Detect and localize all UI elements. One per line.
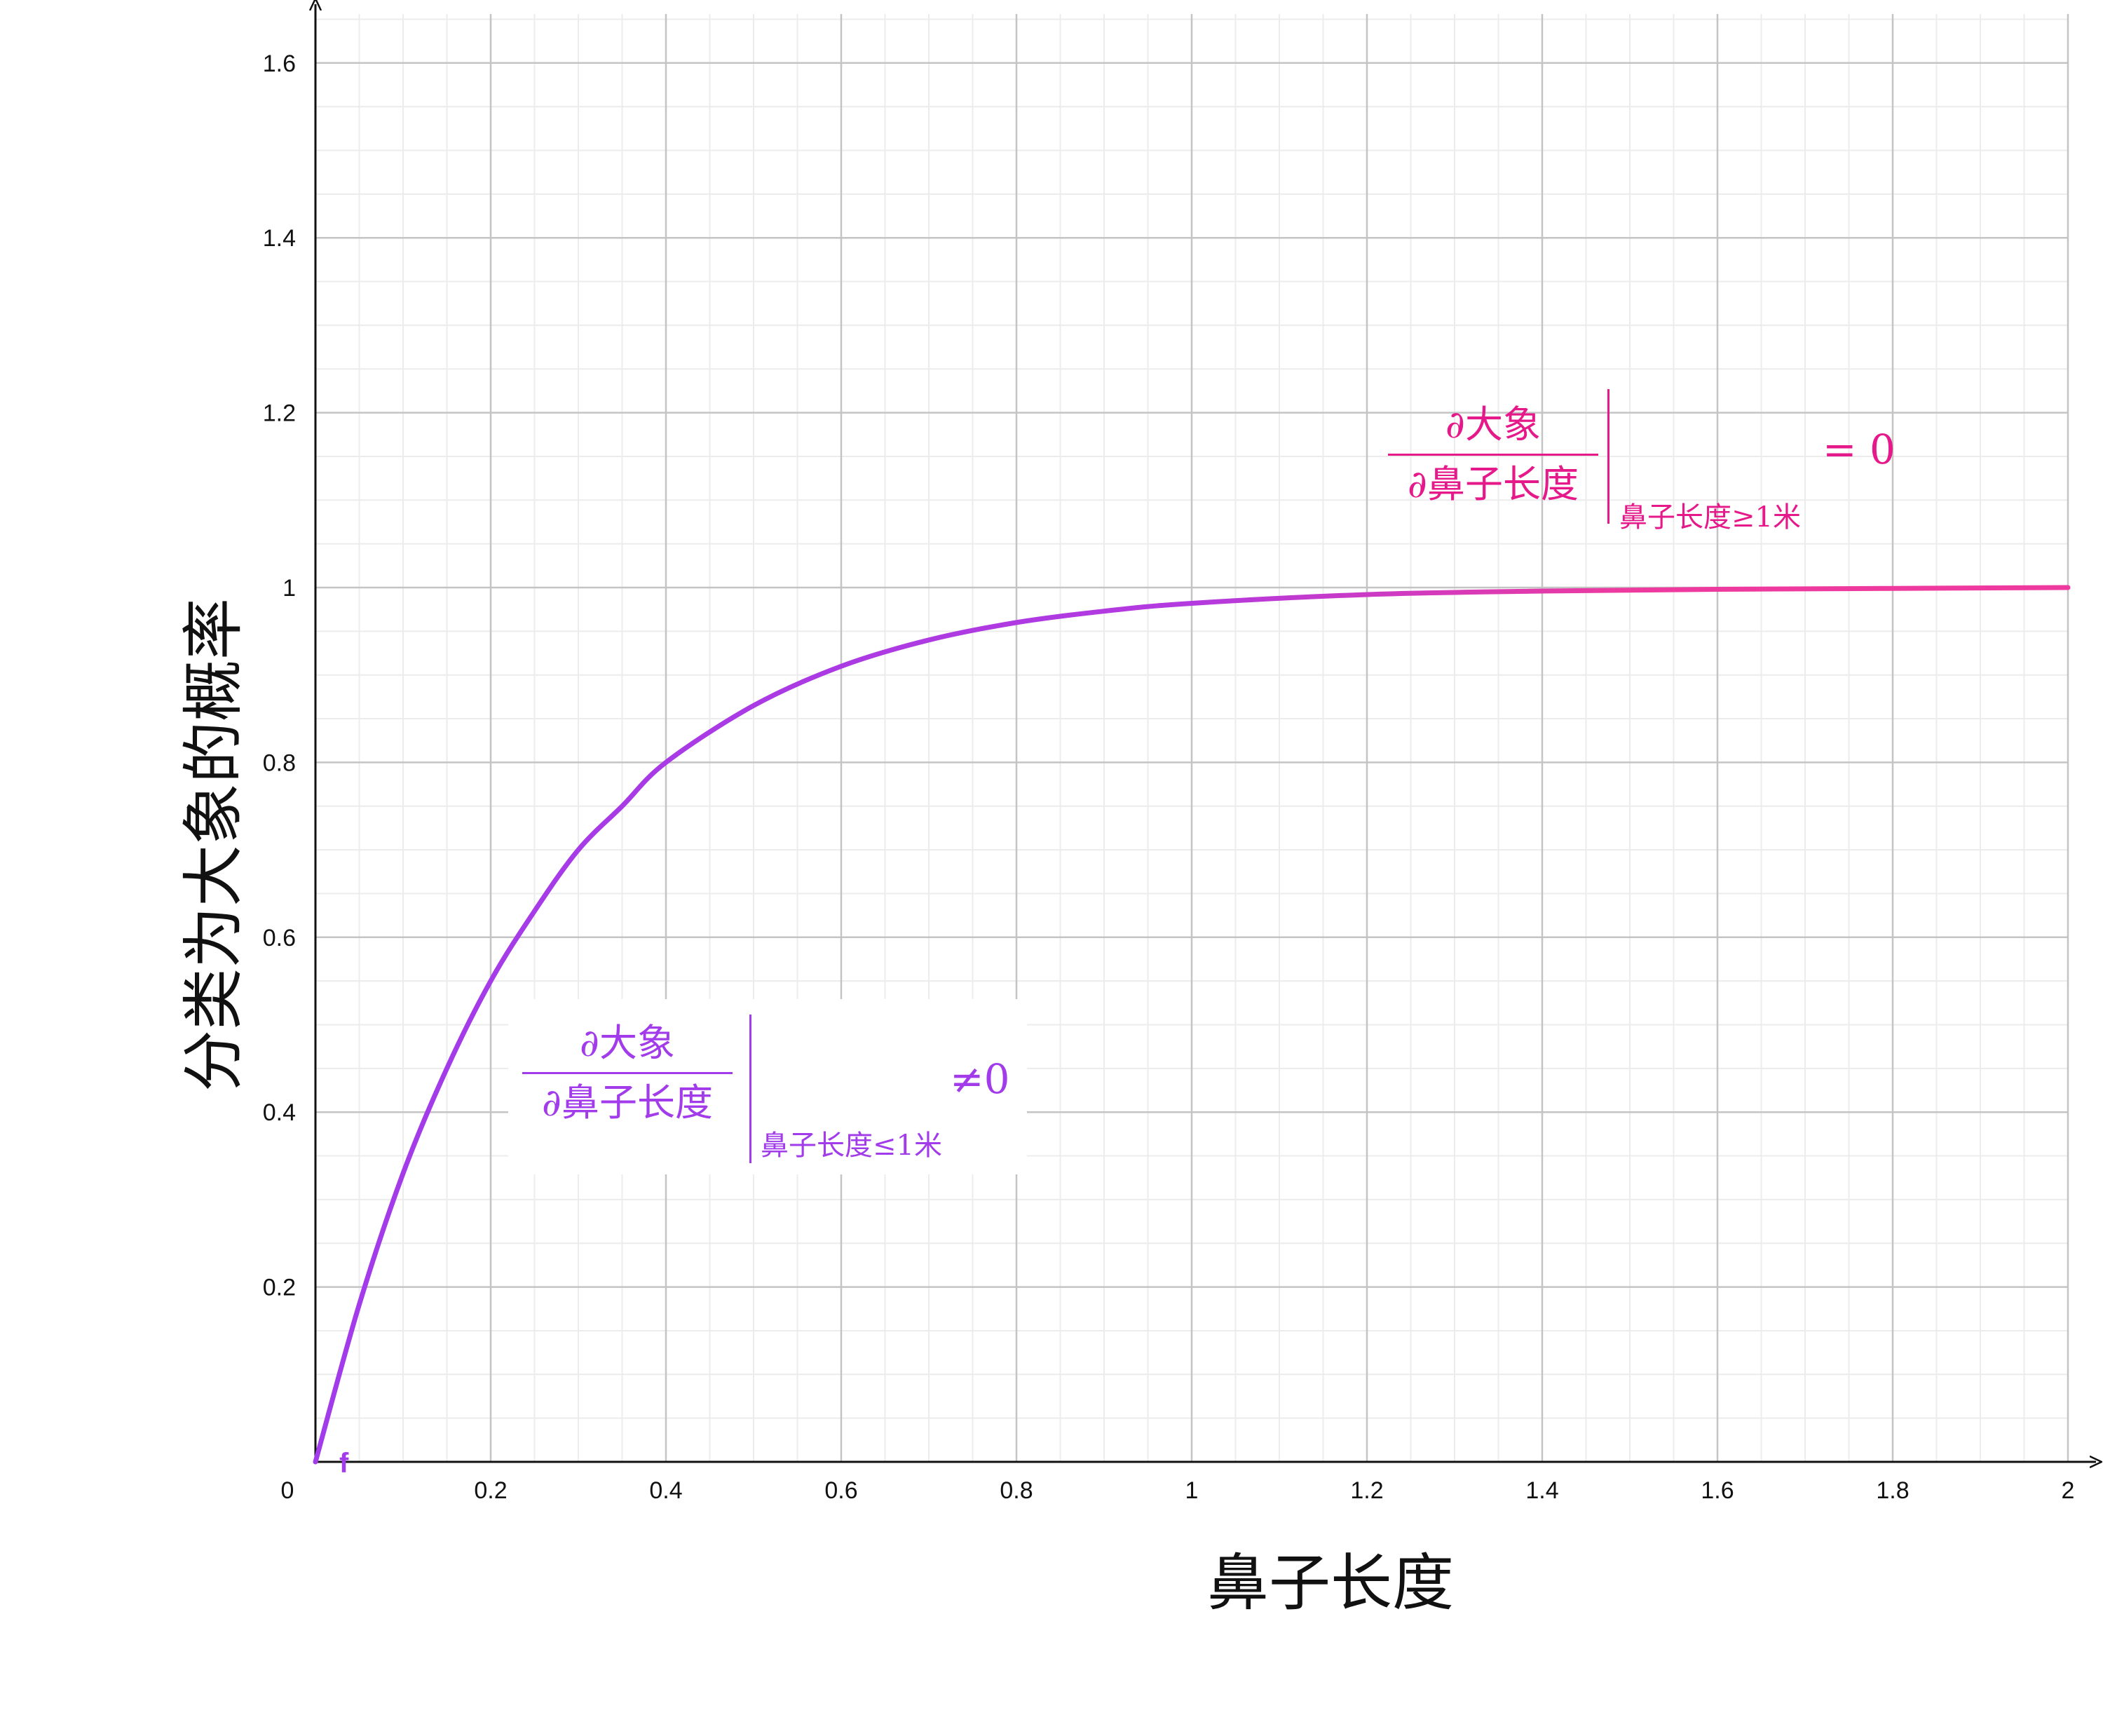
y-tick-label: 0.2 (263, 1275, 296, 1301)
y-tick-label: 0.4 (263, 1099, 296, 1126)
x-tick-label: 1.2 (1350, 1477, 1383, 1504)
x-tick-label: 0.4 (649, 1477, 682, 1504)
annotation-derivative-nonzero: ∂大象 ∂鼻子长度 鼻子长度≤1米 ≠0 (508, 999, 1027, 1174)
x-tick-label: 0 (281, 1477, 294, 1504)
annotation-right-fraction-bar (1388, 454, 1598, 456)
major-gridlines (315, 14, 2069, 1462)
y-tick-label: 1.6 (263, 50, 296, 77)
annotation-left-subscript: 鼻子长度≤1米 (761, 1130, 942, 1162)
x-tick-label: 1 (1185, 1477, 1199, 1504)
x-tick-label: 1.4 (1525, 1477, 1558, 1504)
annotation-right-evaluation-bar (1607, 389, 1609, 524)
y-tick-label: 1.2 (263, 400, 296, 427)
series-label-f: f (339, 1448, 349, 1479)
annotation-left-evaluation-bar (749, 1015, 751, 1163)
x-tick-label: 0.8 (1000, 1477, 1033, 1504)
annotation-left-denominator: ∂鼻子长度 (542, 1080, 713, 1125)
x-tick-label: 2 (2062, 1477, 2075, 1504)
y-tick-label: 1.4 (263, 225, 296, 252)
annotation-left-relation: ≠0 (950, 1055, 1010, 1103)
annotation-right-numerator: ∂大象 (1445, 402, 1541, 447)
annotation-left-numerator: ∂大象 (580, 1021, 675, 1065)
y-tick-label: 1 (283, 575, 296, 602)
annotation-left-fraction-bar (522, 1072, 733, 1074)
annotation-right-subscript: 鼻子长度≥1米 (1619, 501, 1801, 534)
tick-labels: 0 0.2 0.4 0.6 0.8 1 1.2 1.4 1.6 1.8 2 0.2 0.4 0.6 0.8 1… (263, 50, 2075, 1504)
x-tick-label: 0.2 (474, 1477, 507, 1504)
axes (315, 4, 2096, 1462)
annotation-derivative-zero: ∂大象 ∂鼻子长度 鼻子长度≥1米 = 0 (1374, 382, 1907, 540)
y-tick-label: 0.8 (263, 750, 296, 776)
annotation-right-relation: = 0 (1823, 426, 1896, 473)
x-tick-label: 1.6 (1701, 1477, 1734, 1504)
x-axis-title: 鼻子长度 (1207, 1547, 1454, 1619)
x-tick-label: 0.6 (824, 1477, 857, 1504)
series-layer (313, 585, 2071, 1465)
annotation-right-denominator: ∂鼻子长度 (1408, 462, 1579, 506)
y-axis-title: 分类为大象的概率 (177, 598, 250, 1092)
y-tick-label: 0.6 (263, 925, 296, 951)
x-tick-label: 1.8 (1876, 1477, 1909, 1504)
series-line-f (313, 585, 2071, 1465)
